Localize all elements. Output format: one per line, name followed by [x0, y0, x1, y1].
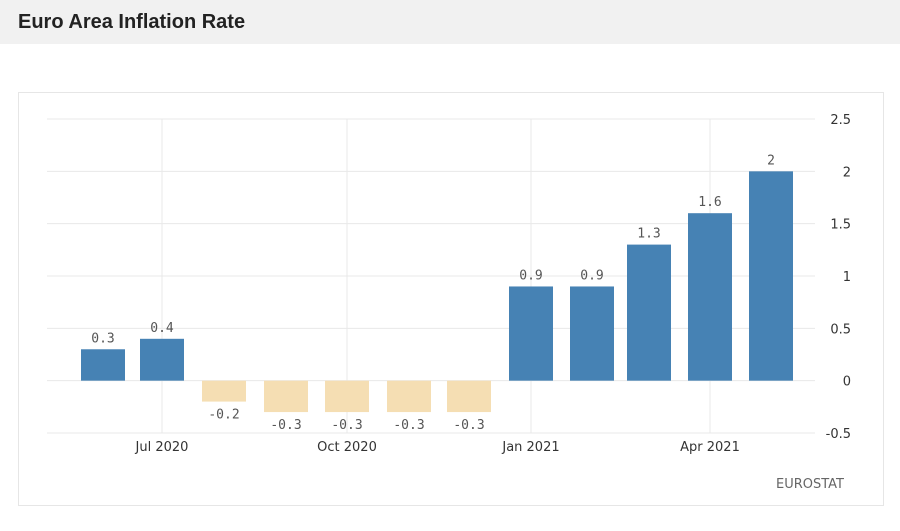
bar: [447, 380, 491, 413]
y-tick-label: 1.5: [830, 218, 851, 233]
y-tick-label: 1: [843, 270, 851, 285]
page-title: Euro Area Inflation Rate: [18, 11, 246, 33]
inflation-bar-chart: -0.5 0 0.5 1 1.5 2 2.5 Jul 2020 Oct 2020 Jan 2021…: [47, 113, 851, 492]
bar: [509, 286, 553, 381]
bar-value-label: -0.3: [270, 418, 301, 433]
bar: [387, 380, 431, 413]
x-tick-label: Oct 2020: [317, 440, 377, 455]
y-tick-label: 0: [843, 375, 851, 390]
bar: [81, 349, 125, 381]
bar: [627, 244, 671, 381]
source-label: EUROSTAT: [776, 477, 844, 492]
bar-value-label: 0.9: [519, 268, 542, 283]
bar: [570, 286, 614, 381]
x-tick-label: Jan 2021: [501, 440, 559, 455]
header-bar: Euro Area Inflation Rate: [0, 0, 900, 44]
bar: [264, 380, 308, 413]
chart-panel: -0.5 0 0.5 1 1.5 2 2.5 Jul 2020 Oct 2020 Jan 2021…: [18, 92, 884, 506]
y-tick-label: -0.5: [826, 427, 851, 442]
bar-value-label: 2: [767, 153, 775, 168]
bar-value-label: -0.3: [453, 418, 484, 433]
bar: [749, 171, 793, 381]
bar: [140, 338, 184, 381]
bar-value-label: -0.3: [331, 418, 362, 433]
bar: [325, 380, 369, 413]
y-tick-label: 2: [843, 165, 851, 180]
bar-value-label: 1.3: [637, 227, 660, 242]
bar-value-label: 0.3: [91, 331, 114, 346]
bar-value-label: 0.9: [580, 268, 603, 283]
bar-value-label: -0.2: [208, 408, 239, 423]
x-tick-label: Apr 2021: [680, 440, 740, 455]
bar-value-label: -0.3: [393, 418, 424, 433]
y-tick-label: 2.5: [830, 113, 851, 128]
bar: [202, 380, 246, 402]
bar-value-label: 1.6: [698, 195, 721, 210]
x-tick-label: Jul 2020: [135, 440, 189, 455]
bar: [688, 213, 732, 381]
y-tick-label: 0.5: [830, 322, 851, 337]
bar-value-label: 0.4: [150, 321, 174, 336]
